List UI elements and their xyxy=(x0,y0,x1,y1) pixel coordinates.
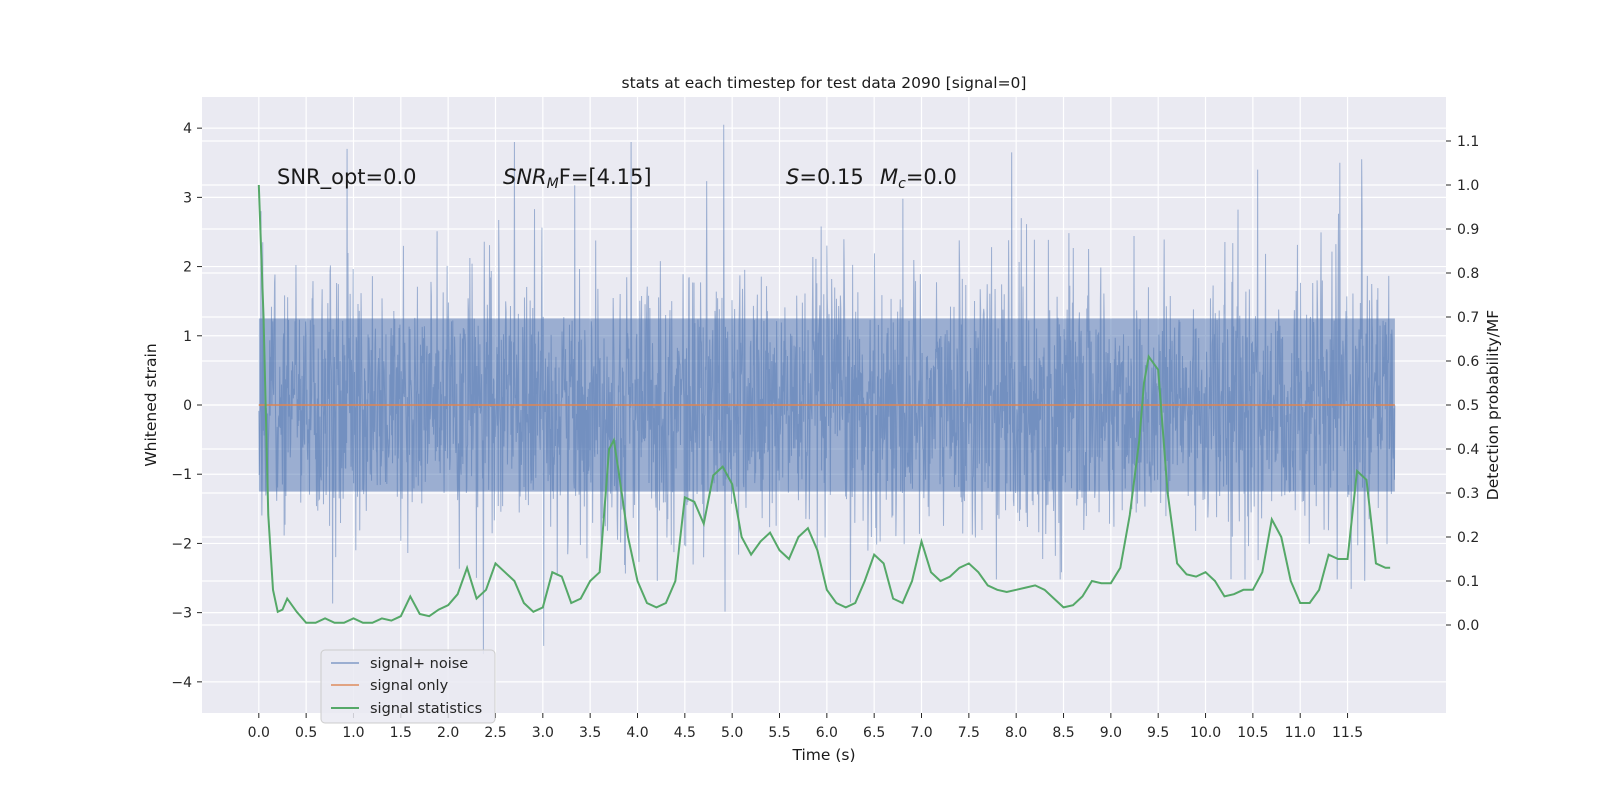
y-right-tick-label: 0.7 xyxy=(1457,310,1479,326)
x-tick-label: 10.5 xyxy=(1237,725,1268,741)
left-y-axis-label: Whitened strain xyxy=(142,343,160,466)
y-right-tick-label: 0.0 xyxy=(1457,618,1479,634)
x-tick-label: 5.5 xyxy=(768,725,790,741)
y-left-tick-label: −1 xyxy=(171,467,192,483)
x-tick-label: 4.5 xyxy=(674,725,696,741)
x-tick-label: 10.0 xyxy=(1190,725,1221,741)
legend-label-signal-statistics: signal statistics xyxy=(370,701,482,717)
annotation-mc-main: M xyxy=(880,165,898,189)
left-y-axis-ticks: 4 3 2 1 0 −1 −2 −3 −4 xyxy=(171,121,202,691)
right-y-axis-label: Detection probability/MF xyxy=(1484,310,1502,501)
y-left-tick-label: 1 xyxy=(183,329,192,345)
x-tick-label: 11.0 xyxy=(1285,725,1316,741)
x-tick-label: 6.5 xyxy=(863,725,885,741)
x-tick-label: 7.5 xyxy=(958,725,980,741)
legend-box xyxy=(320,649,496,724)
y-left-tick-label: −2 xyxy=(171,536,192,552)
y-right-tick-label: 0.5 xyxy=(1457,398,1479,414)
x-tick-label: 9.0 xyxy=(1100,725,1122,741)
y-right-tick-label: 0.3 xyxy=(1457,486,1479,502)
y-right-tick-label: 0.2 xyxy=(1457,530,1479,546)
y-right-tick-label: 1.1 xyxy=(1457,134,1479,150)
legend: signal+ noise signal only signal statist… xyxy=(320,649,496,724)
x-tick-label: 2.5 xyxy=(484,725,506,741)
noise-trace xyxy=(258,124,1396,655)
y-left-tick-label: 3 xyxy=(183,190,192,206)
y-right-tick-label: 1.0 xyxy=(1457,178,1479,194)
x-tick-label: 5.0 xyxy=(721,725,743,741)
y-right-tick-label: 0.4 xyxy=(1457,442,1479,458)
annotation-snr-mf-main: SNR xyxy=(503,165,547,189)
y-left-tick-label: −4 xyxy=(171,675,192,691)
series-signal-statistics xyxy=(257,184,1391,624)
legend-label-signal-plus-noise: signal+ noise xyxy=(370,656,468,672)
x-tick-label: 9.5 xyxy=(1147,725,1169,741)
x-tick-label: 4.0 xyxy=(626,725,648,741)
y-left-tick-label: 2 xyxy=(183,260,192,276)
annotation-snr-mf-sub: M xyxy=(547,176,559,192)
x-tick-label: 0.5 xyxy=(295,725,317,741)
x-tick-label: 3.0 xyxy=(532,725,554,741)
annotation-s-main: S xyxy=(786,165,799,189)
x-tick-label: 1.0 xyxy=(342,725,364,741)
legend-label-signal-only: signal only xyxy=(370,678,449,694)
right-y-axis-ticks: 1.1 1.0 0.9 0.8 0.7 0.6 0.5 0.4 0.3 0.2 0.1 0.0 xyxy=(1446,134,1479,634)
annotation-snr-mf: SNRMF=[4.15] xyxy=(503,165,652,192)
x-tick-label: 7.0 xyxy=(910,725,932,741)
y-right-tick-label: 0.1 xyxy=(1457,574,1479,590)
annotation-s: S=0.15 xyxy=(786,165,864,189)
x-tick-label: 11.5 xyxy=(1332,725,1363,741)
x-tick-label: 8.5 xyxy=(1052,725,1074,741)
x-tick-label: 1.5 xyxy=(390,725,412,741)
y-right-tick-label: 0.6 xyxy=(1457,354,1479,370)
x-tick-label: 2.0 xyxy=(437,725,459,741)
y-right-tick-label: 0.8 xyxy=(1457,266,1479,282)
x-tick-label: 8.0 xyxy=(1005,725,1027,741)
x-axis-ticks: 0.0 0.5 1.0 1.5 2.0 2.5 3.0 3.5 4.0 4.5 5.0 5.5 6.0 6… xyxy=(248,713,1363,741)
x-tick-label: 6.0 xyxy=(816,725,838,741)
annotation-snr-mf-rest: F=[4.15] xyxy=(559,165,652,189)
y-right-tick-label: 0.9 xyxy=(1457,222,1479,238)
annotation-mc: Mc=0.0 xyxy=(880,165,957,192)
y-left-tick-label: 0 xyxy=(183,398,192,414)
x-axis-label: Time (s) xyxy=(791,746,855,764)
annotation-mc-rest: =0.0 xyxy=(906,165,957,189)
annotation-s-rest: =0.15 xyxy=(799,165,863,189)
annotation-mc-sub: c xyxy=(898,176,906,192)
x-tick-label: 3.5 xyxy=(579,725,601,741)
y-left-tick-label: 4 xyxy=(183,121,192,137)
x-tick-label: 0.0 xyxy=(248,725,270,741)
chart-title: stats at each timestep for test data 209… xyxy=(622,74,1027,92)
y-left-tick-label: −3 xyxy=(171,606,192,622)
annotation-snr-opt: SNR_opt=0.0 xyxy=(277,165,417,190)
